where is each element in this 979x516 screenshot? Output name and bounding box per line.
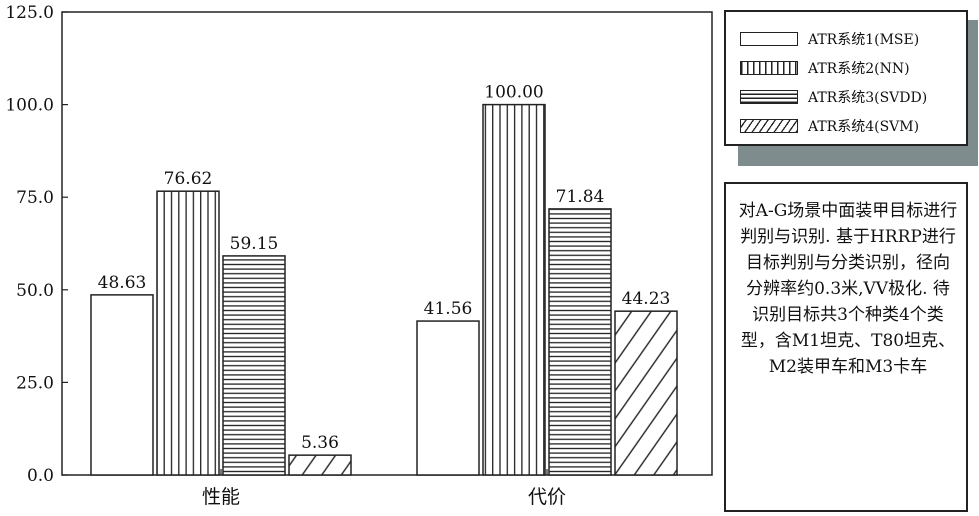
- legend-swatch-mse: [740, 32, 798, 46]
- y-tick-label: 75.0: [16, 188, 54, 208]
- x-axis: 性能 代价: [202, 469, 566, 508]
- bar-data-label: 41.56: [424, 299, 473, 319]
- legend-swatch-nn: [740, 61, 798, 75]
- y-tick-label: 125.0: [5, 3, 54, 23]
- description-panel: 对A-G场景中面装甲目标进行判别与识别. 基于HRRP进行目标判别与分类识别，径…: [724, 182, 968, 512]
- y-tick-label: 25.0: [16, 373, 54, 393]
- x-category-label: 性能: [202, 486, 240, 508]
- bar: [548, 208, 612, 476]
- legend-label-svdd: ATR系统3(SVDD): [808, 90, 928, 106]
- x-category-label: 代价: [528, 486, 566, 508]
- legend-label-nn: ATR系统2(NN): [808, 61, 910, 77]
- legend-swatch-svdd: [740, 90, 798, 104]
- bar: [614, 310, 678, 476]
- legend-label-mse: ATR系统1(MSE): [808, 32, 920, 48]
- legend-item-svdd: ATR系统3(SVDD): [740, 88, 927, 106]
- bar: [482, 103, 546, 476]
- bar-chart: 0.0 25.0 50.0 75.0 100.0 125.0 48.63 76.62 59.1…: [5, 3, 713, 508]
- bar: [416, 320, 480, 476]
- bar-data-label: 76.62: [164, 169, 213, 189]
- plot-border: [61, 11, 713, 476]
- legend-item-mse: ATR系统1(MSE): [740, 30, 919, 48]
- plot-frame: [61, 11, 713, 476]
- y-tick-label: 100.0: [5, 96, 54, 116]
- bar-data-label: 71.84: [556, 187, 605, 207]
- bar-data-label: 48.63: [98, 273, 147, 293]
- bar-data-label: 5.36: [301, 433, 339, 453]
- bar-data-label: 100.00: [484, 83, 543, 103]
- y-tick-label: 50.0: [16, 281, 54, 301]
- bars: 48.63 76.62 59.15 5.36 41.56 100.00 71.84 44.23: [90, 83, 678, 476]
- bar: [90, 294, 154, 476]
- description-text: 对A-G场景中面装甲目标进行判别与识别. 基于HRRP进行目标判别与分类识别，径…: [738, 201, 958, 377]
- legend: ATR系统1(MSE) ATR系统2(NN) ATR系统3(SVDD) ATR系…: [724, 10, 968, 146]
- bar: [222, 255, 286, 476]
- bar-data-label: 59.15: [230, 234, 279, 254]
- legend-item-svm: ATR系统4(SVM): [740, 117, 919, 135]
- bar: [156, 190, 220, 476]
- y-axis: 0.0 25.0 50.0 75.0 100.0 125.0: [5, 3, 68, 486]
- bar-data-label: 44.23: [622, 289, 671, 309]
- legend-item-nn: ATR系统2(NN): [740, 59, 910, 77]
- y-tick-label: 0.0: [27, 466, 54, 486]
- legend-swatch-svm: [740, 119, 798, 133]
- bar: [288, 454, 352, 476]
- legend-label-svm: ATR系统4(SVM): [808, 119, 920, 135]
